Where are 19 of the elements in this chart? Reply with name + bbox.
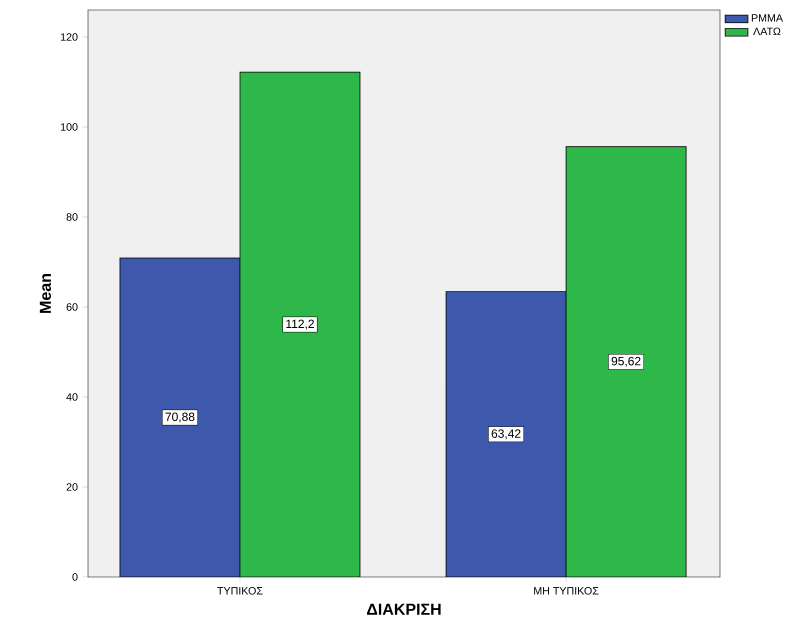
y-tick-label: 20 — [66, 483, 78, 491]
bar — [120, 258, 240, 577]
x-tick-label: ΤΥΠΙΚΟΣ — [217, 587, 263, 595]
data-label: 95,62 — [612, 356, 640, 367]
y-tick-label: 120 — [60, 33, 78, 41]
y-tick-label: 60 — [66, 303, 78, 311]
y-tick-label: 80 — [66, 213, 78, 221]
data-label: 63,42 — [492, 429, 520, 440]
bar — [446, 291, 566, 577]
legend-label: PMMA — [752, 14, 783, 22]
legend-label: ΛΑΤΩ — [753, 28, 780, 36]
y-tick-label: 100 — [60, 123, 78, 131]
y-axis-title: Mean — [40, 274, 51, 313]
x-tick-label: ΜΗ ΤΥΠΙΚΟΣ — [534, 587, 598, 595]
data-label: 70,88 — [166, 412, 194, 422]
y-tick-label: 0 — [72, 573, 78, 581]
y-tick-label: 40 — [66, 393, 78, 401]
data-label: 112,2 — [286, 320, 314, 330]
x-axis-title: ΔΙΑΚΡΙΣΗ — [366, 604, 441, 615]
